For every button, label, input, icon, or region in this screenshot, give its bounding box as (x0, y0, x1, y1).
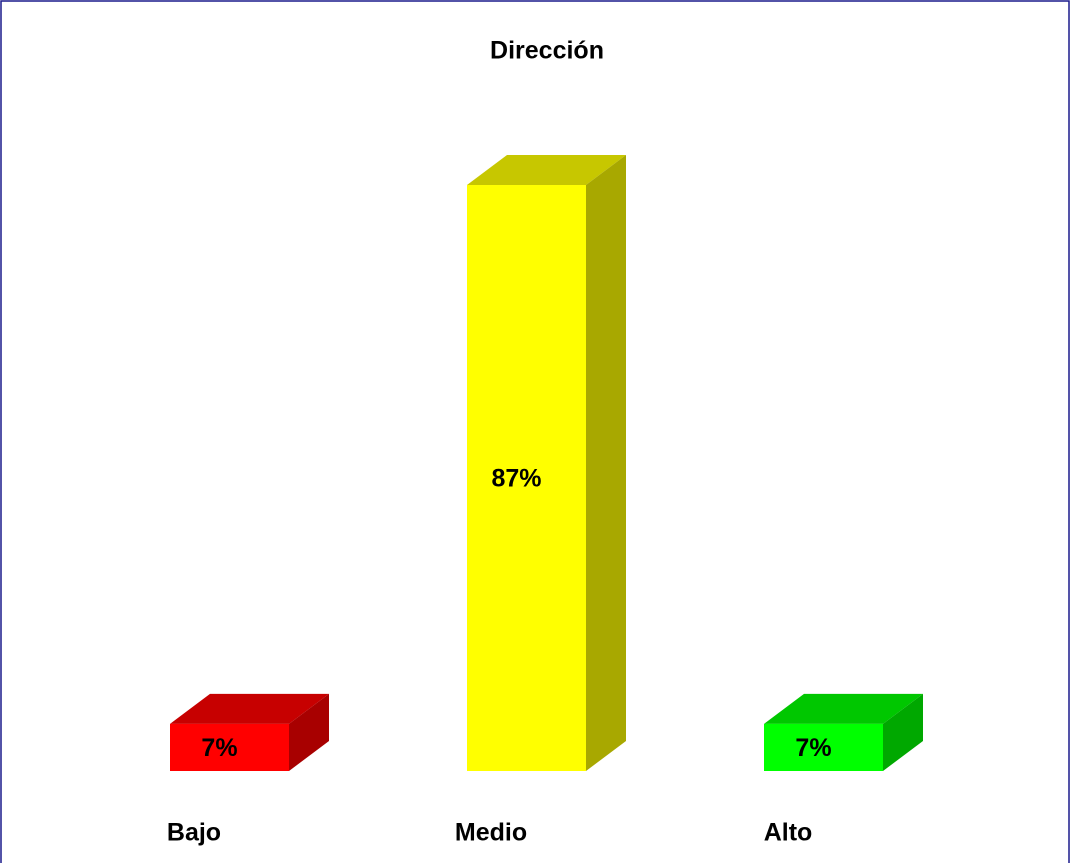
chart-title: Dirección (490, 37, 604, 65)
data-label: 7% (201, 734, 237, 762)
bar-top (467, 155, 626, 185)
x-tick-label: Bajo (167, 819, 221, 847)
bar-side (586, 155, 626, 771)
bar (764, 723, 883, 771)
bar-top (170, 693, 329, 724)
x-tick-label: Alto (764, 819, 813, 847)
x-tick-label: Medio (455, 819, 527, 847)
bar-side (289, 693, 329, 771)
bar (170, 723, 289, 771)
bar (467, 185, 586, 771)
bar-top (764, 693, 923, 724)
data-label: 87% (491, 465, 541, 493)
data-label: 7% (795, 734, 831, 762)
bar-side (883, 693, 923, 771)
